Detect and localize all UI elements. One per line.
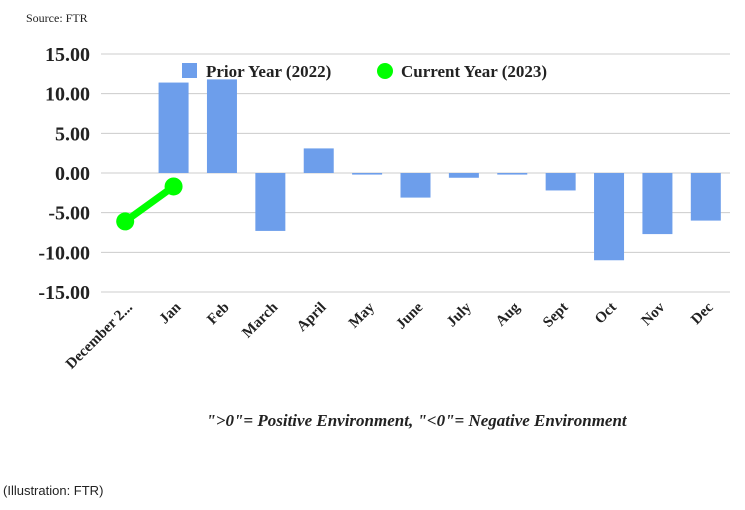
legend-marker-current-year <box>377 63 393 79</box>
y-tick-label: 5.00 <box>55 123 90 145</box>
bar <box>448 173 479 178</box>
bar-series-prior-year <box>158 79 721 261</box>
bar <box>690 173 721 221</box>
illustration-credit: (Illustration: FTR) <box>3 483 104 498</box>
line-point <box>116 212 135 231</box>
bar <box>303 148 334 173</box>
chart: 15.00 10.00 5.00 0.00 -5.00 -10.00 -15.00 Dece… <box>38 44 730 372</box>
y-tick-label: 0.00 <box>55 163 90 185</box>
legend-swatch-prior-year <box>182 63 197 78</box>
legend-label-prior-year: Prior Year (2022) <box>206 62 331 81</box>
x-tick-label: Feb <box>204 300 232 328</box>
bar <box>352 173 383 175</box>
line-point <box>164 177 183 196</box>
series-line <box>121 182 178 225</box>
line-series-current-year <box>116 177 183 231</box>
x-tick-label: June <box>393 299 426 332</box>
x-tick-label: Aug <box>493 299 524 330</box>
bar <box>497 173 528 175</box>
x-tick-label: Nov <box>639 299 669 329</box>
chart-footnote: ">0"= Positive Environment, "<0"= Negati… <box>206 411 627 430</box>
x-tick-label: Jan <box>157 299 185 327</box>
x-tick-label: July <box>444 299 475 330</box>
bar <box>594 173 625 261</box>
y-tick-label: -10.00 <box>38 242 90 264</box>
x-tick-label: Sept <box>540 300 571 331</box>
y-tick-label: -15.00 <box>38 282 90 304</box>
bar <box>206 79 237 173</box>
y-tick-label: 10.00 <box>45 84 90 106</box>
x-tick-label: Dec <box>688 299 717 328</box>
y-tick-label: -5.00 <box>48 203 90 225</box>
x-tick-label: April <box>294 300 329 335</box>
x-tick-label: Oct <box>592 300 620 328</box>
x-tick-label: March <box>239 299 281 341</box>
bar <box>400 173 431 198</box>
x-axis-ticks: December 2... Jan Feb March April May June July… <box>63 299 717 372</box>
legend-label-current-year: Current Year (2023) <box>401 62 547 81</box>
y-tick-label: 15.00 <box>45 44 90 66</box>
y-axis-ticks: 15.00 10.00 5.00 0.00 -5.00 -10.00 -15.00 <box>38 44 90 304</box>
bar <box>642 173 673 235</box>
bar <box>545 173 576 191</box>
x-tick-label: May <box>346 299 378 331</box>
legend: Prior Year (2022) Current Year (2023) <box>182 62 547 81</box>
bar <box>158 82 189 173</box>
x-tick-label: December 2... <box>63 299 136 372</box>
bar <box>255 173 286 231</box>
source-note: Source: FTR <box>26 11 88 25</box>
